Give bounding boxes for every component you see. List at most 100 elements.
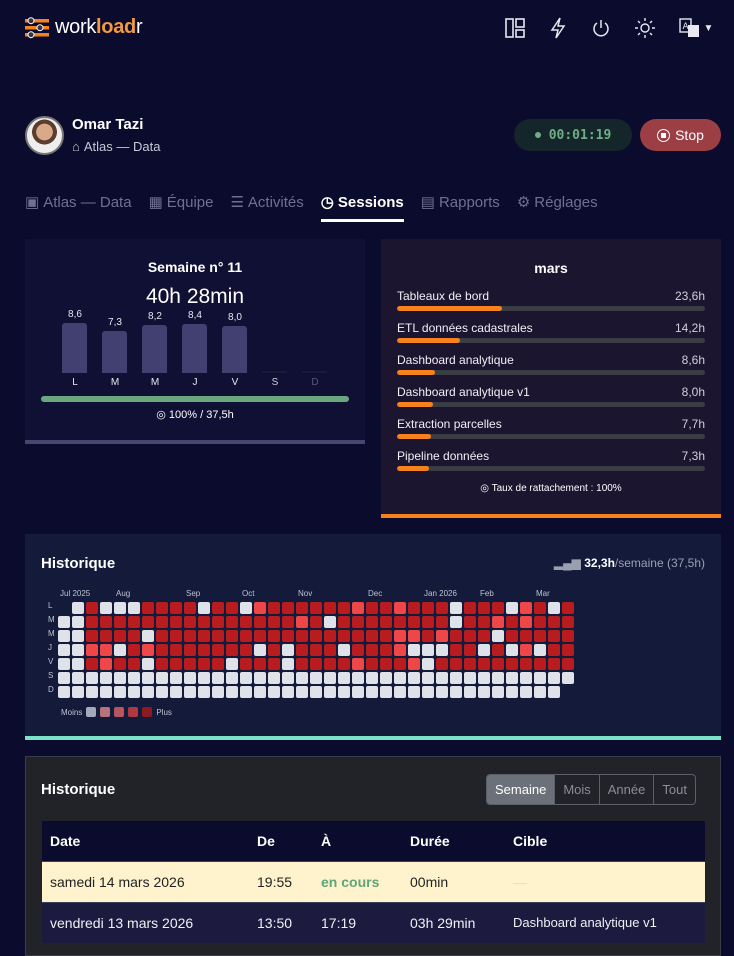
heatmap-cell[interactable]	[366, 686, 378, 698]
heatmap-cell[interactable]	[548, 630, 560, 642]
heatmap-cell[interactable]	[366, 630, 378, 642]
heatmap-cell[interactable]	[86, 658, 98, 670]
heatmap-cell[interactable]	[254, 686, 266, 698]
heatmap-cell[interactable]	[310, 658, 322, 670]
heatmap-cell[interactable]	[128, 616, 140, 628]
heatmap-cell[interactable]	[548, 616, 560, 628]
heatmap-cell[interactable]	[548, 672, 560, 684]
heatmap-cell[interactable]	[492, 644, 504, 656]
heatmap-cell[interactable]	[380, 616, 392, 628]
heatmap-cell[interactable]	[464, 672, 476, 684]
heatmap-cell[interactable]	[114, 630, 126, 642]
heatmap-cell[interactable]	[520, 644, 532, 656]
heatmap-cell[interactable]	[394, 602, 406, 614]
heatmap-cell[interactable]	[72, 602, 84, 614]
heatmap-cell[interactable]	[268, 630, 280, 642]
heatmap-cell[interactable]	[562, 616, 574, 628]
heatmap-cell[interactable]	[254, 672, 266, 684]
heatmap-cell[interactable]	[296, 616, 308, 628]
heatmap-cell[interactable]	[366, 672, 378, 684]
heatmap-cell[interactable]	[142, 644, 154, 656]
heatmap-cell[interactable]	[450, 686, 462, 698]
heatmap-cell[interactable]	[198, 672, 210, 684]
heatmap-cell[interactable]	[198, 658, 210, 670]
heatmap-cell[interactable]	[478, 630, 490, 642]
heatmap-cell[interactable]	[324, 630, 336, 642]
heatmap-cell[interactable]	[58, 672, 70, 684]
heatmap-cell[interactable]	[128, 686, 140, 698]
heatmap-cell[interactable]	[408, 658, 420, 670]
heatmap-cell[interactable]	[324, 616, 336, 628]
heatmap-cell[interactable]	[156, 672, 168, 684]
heatmap-cell[interactable]	[324, 658, 336, 670]
heatmap-cell[interactable]	[268, 686, 280, 698]
language-menu[interactable]: A ▼	[676, 16, 716, 40]
heatmap-cell[interactable]	[450, 644, 462, 656]
heatmap-cell[interactable]	[212, 602, 224, 614]
heatmap-cell[interactable]	[170, 672, 182, 684]
sun-icon[interactable]	[633, 16, 657, 40]
heatmap-cell[interactable]	[128, 644, 140, 656]
heatmap-cell[interactable]	[226, 686, 238, 698]
heatmap-cell[interactable]	[338, 658, 350, 670]
tab-5[interactable]: ⚙ Réglages	[517, 190, 598, 214]
heatmap-cell[interactable]	[534, 644, 546, 656]
heatmap-cell[interactable]	[296, 630, 308, 642]
heatmap-cell[interactable]	[562, 672, 574, 684]
filter-tout[interactable]: Tout	[653, 775, 695, 804]
heatmap-cell[interactable]	[478, 616, 490, 628]
heatmap-cell[interactable]	[492, 616, 504, 628]
heatmap-cell[interactable]	[422, 602, 434, 614]
heatmap-cell[interactable]	[380, 672, 392, 684]
heatmap-cell[interactable]	[226, 644, 238, 656]
heatmap-cell[interactable]	[156, 602, 168, 614]
heatmap-cell[interactable]	[464, 686, 476, 698]
heatmap-cell[interactable]	[170, 658, 182, 670]
heatmap-cell[interactable]	[380, 630, 392, 642]
heatmap-cell[interactable]	[478, 686, 490, 698]
heatmap-cell[interactable]	[338, 672, 350, 684]
heatmap-cell[interactable]	[450, 630, 462, 642]
heatmap-cell[interactable]	[268, 658, 280, 670]
heatmap-cell[interactable]	[506, 630, 518, 642]
heatmap-cell[interactable]	[338, 616, 350, 628]
heatmap-cell[interactable]	[394, 686, 406, 698]
heatmap-cell[interactable]	[548, 686, 560, 698]
heatmap-cell[interactable]	[184, 658, 196, 670]
heatmap-cell[interactable]	[436, 658, 448, 670]
heatmap-cell[interactable]	[562, 602, 574, 614]
heatmap-cell[interactable]	[548, 644, 560, 656]
heatmap-cell[interactable]	[170, 630, 182, 642]
heatmap-cell[interactable]	[478, 672, 490, 684]
heatmap-cell[interactable]	[86, 630, 98, 642]
heatmap-cell[interactable]	[198, 644, 210, 656]
heatmap-cell[interactable]	[310, 672, 322, 684]
heatmap-cell[interactable]	[58, 616, 70, 628]
table-row[interactable]: samedi 14 mars 2026 19:55 en cours 00min —	[42, 860, 705, 902]
heatmap-cell[interactable]	[170, 644, 182, 656]
heatmap-cell[interactable]	[492, 630, 504, 642]
heatmap-cell[interactable]	[72, 644, 84, 656]
heatmap-cell[interactable]	[436, 602, 448, 614]
heatmap-cell[interactable]	[128, 672, 140, 684]
heatmap-cell[interactable]	[408, 686, 420, 698]
heatmap-cell[interactable]	[534, 672, 546, 684]
heatmap-cell[interactable]	[184, 686, 196, 698]
heatmap-cell[interactable]	[338, 686, 350, 698]
heatmap-cell[interactable]	[296, 602, 308, 614]
heatmap-cell[interactable]	[226, 602, 238, 614]
heatmap-cell[interactable]	[128, 602, 140, 614]
heatmap-cell[interactable]	[478, 602, 490, 614]
heatmap-cell[interactable]	[86, 686, 98, 698]
heatmap-cell[interactable]	[296, 644, 308, 656]
heatmap-cell[interactable]	[212, 658, 224, 670]
heatmap-cell[interactable]	[170, 686, 182, 698]
heatmap-cell[interactable]	[226, 630, 238, 642]
heatmap-cell[interactable]	[422, 672, 434, 684]
heatmap-cell[interactable]	[520, 630, 532, 642]
heatmap-cell[interactable]	[436, 686, 448, 698]
heatmap-cell[interactable]	[394, 672, 406, 684]
heatmap-cell[interactable]	[212, 616, 224, 628]
heatmap-cell[interactable]	[492, 686, 504, 698]
heatmap-cell[interactable]	[114, 658, 126, 670]
